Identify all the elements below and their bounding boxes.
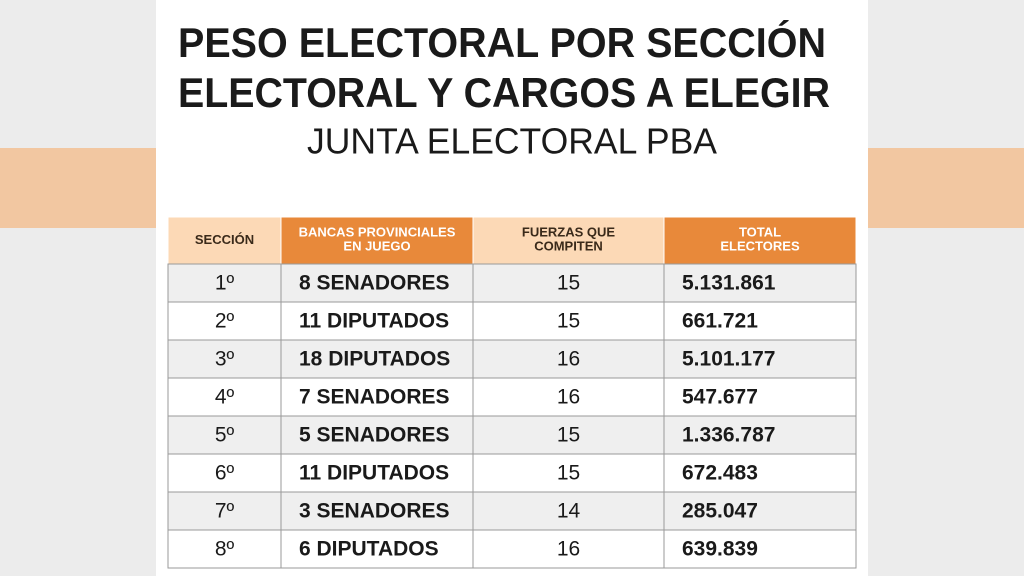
voters: 285.047	[682, 500, 758, 523]
parties: 15	[557, 462, 580, 485]
cell	[663, 339, 857, 379]
voters: 5.101.177	[682, 348, 775, 371]
voters: 661.721	[682, 310, 758, 333]
seats: 11 DIPUTADOS	[299, 462, 449, 485]
cell	[280, 377, 474, 417]
title-line: PESO ELECTORAL POR SECCIÓN	[178, 18, 826, 66]
section: 5º	[215, 424, 235, 447]
parties: 16	[557, 538, 580, 561]
column-header: SECCIÓN	[195, 232, 254, 247]
seats: 8 SENADORES	[299, 272, 450, 295]
seats: 3 SENADORES	[299, 500, 450, 523]
cell	[472, 453, 665, 493]
table: SECCIÓN BANCAS PROVINCIALES EN JUEGO FUERZA…	[167, 216, 857, 569]
cell	[280, 415, 474, 455]
cell	[472, 263, 665, 303]
cell	[663, 415, 857, 455]
cell	[280, 301, 474, 341]
cell	[663, 263, 857, 303]
section: 6º	[215, 462, 235, 485]
section: 4º	[215, 386, 235, 409]
header-cell	[472, 216, 665, 265]
seats: 6 DIPUTADOS	[299, 538, 439, 561]
voters: 1.336.787	[682, 424, 775, 447]
cell	[663, 301, 857, 341]
parties: 15	[557, 424, 580, 447]
cell	[167, 301, 282, 341]
cell	[472, 529, 665, 569]
parties: 15	[557, 272, 580, 295]
column-header: TOTAL ELECTORES	[720, 225, 800, 254]
header-cell	[663, 216, 857, 265]
cell	[663, 529, 857, 569]
parties: 15	[557, 310, 580, 333]
column-header: FUERZAS QUE COMPITEN	[522, 225, 616, 254]
seats: 18 DIPUTADOS	[299, 348, 450, 371]
section: 7º	[215, 500, 235, 523]
parties: 16	[557, 348, 580, 371]
cell	[280, 453, 474, 493]
cell	[167, 453, 282, 493]
seats: 5 SENADORES	[299, 424, 450, 447]
title-line: ELECTORAL Y CARGOS A ELEGIR	[178, 69, 830, 116]
voters: 639.839	[682, 538, 758, 561]
section: 3º	[215, 348, 235, 371]
cell	[167, 491, 282, 531]
cell	[167, 377, 282, 417]
seats: 7 SENADORES	[299, 386, 450, 409]
voters: 5.131.861	[682, 272, 776, 295]
cell	[280, 529, 474, 569]
section: 1º	[215, 272, 235, 295]
cell	[167, 529, 282, 569]
parties: 16	[557, 386, 580, 409]
cell	[472, 415, 665, 455]
cell	[663, 377, 857, 417]
voters: 672.483	[682, 462, 758, 485]
column-header: BANCAS PROVINCIALES EN JUEGO	[299, 225, 456, 254]
blur-band-left	[0, 148, 160, 228]
section: 2º	[215, 310, 235, 333]
blur-band-right	[864, 148, 1024, 228]
seats: 11 DIPUTADOS	[299, 310, 449, 333]
subtitle: JUNTA ELECTORAL PBA	[307, 121, 717, 162]
parties: 14	[557, 500, 581, 523]
voters: 547.677	[682, 386, 758, 409]
section: 8º	[215, 538, 235, 561]
cell	[663, 491, 857, 531]
cell	[280, 491, 474, 531]
